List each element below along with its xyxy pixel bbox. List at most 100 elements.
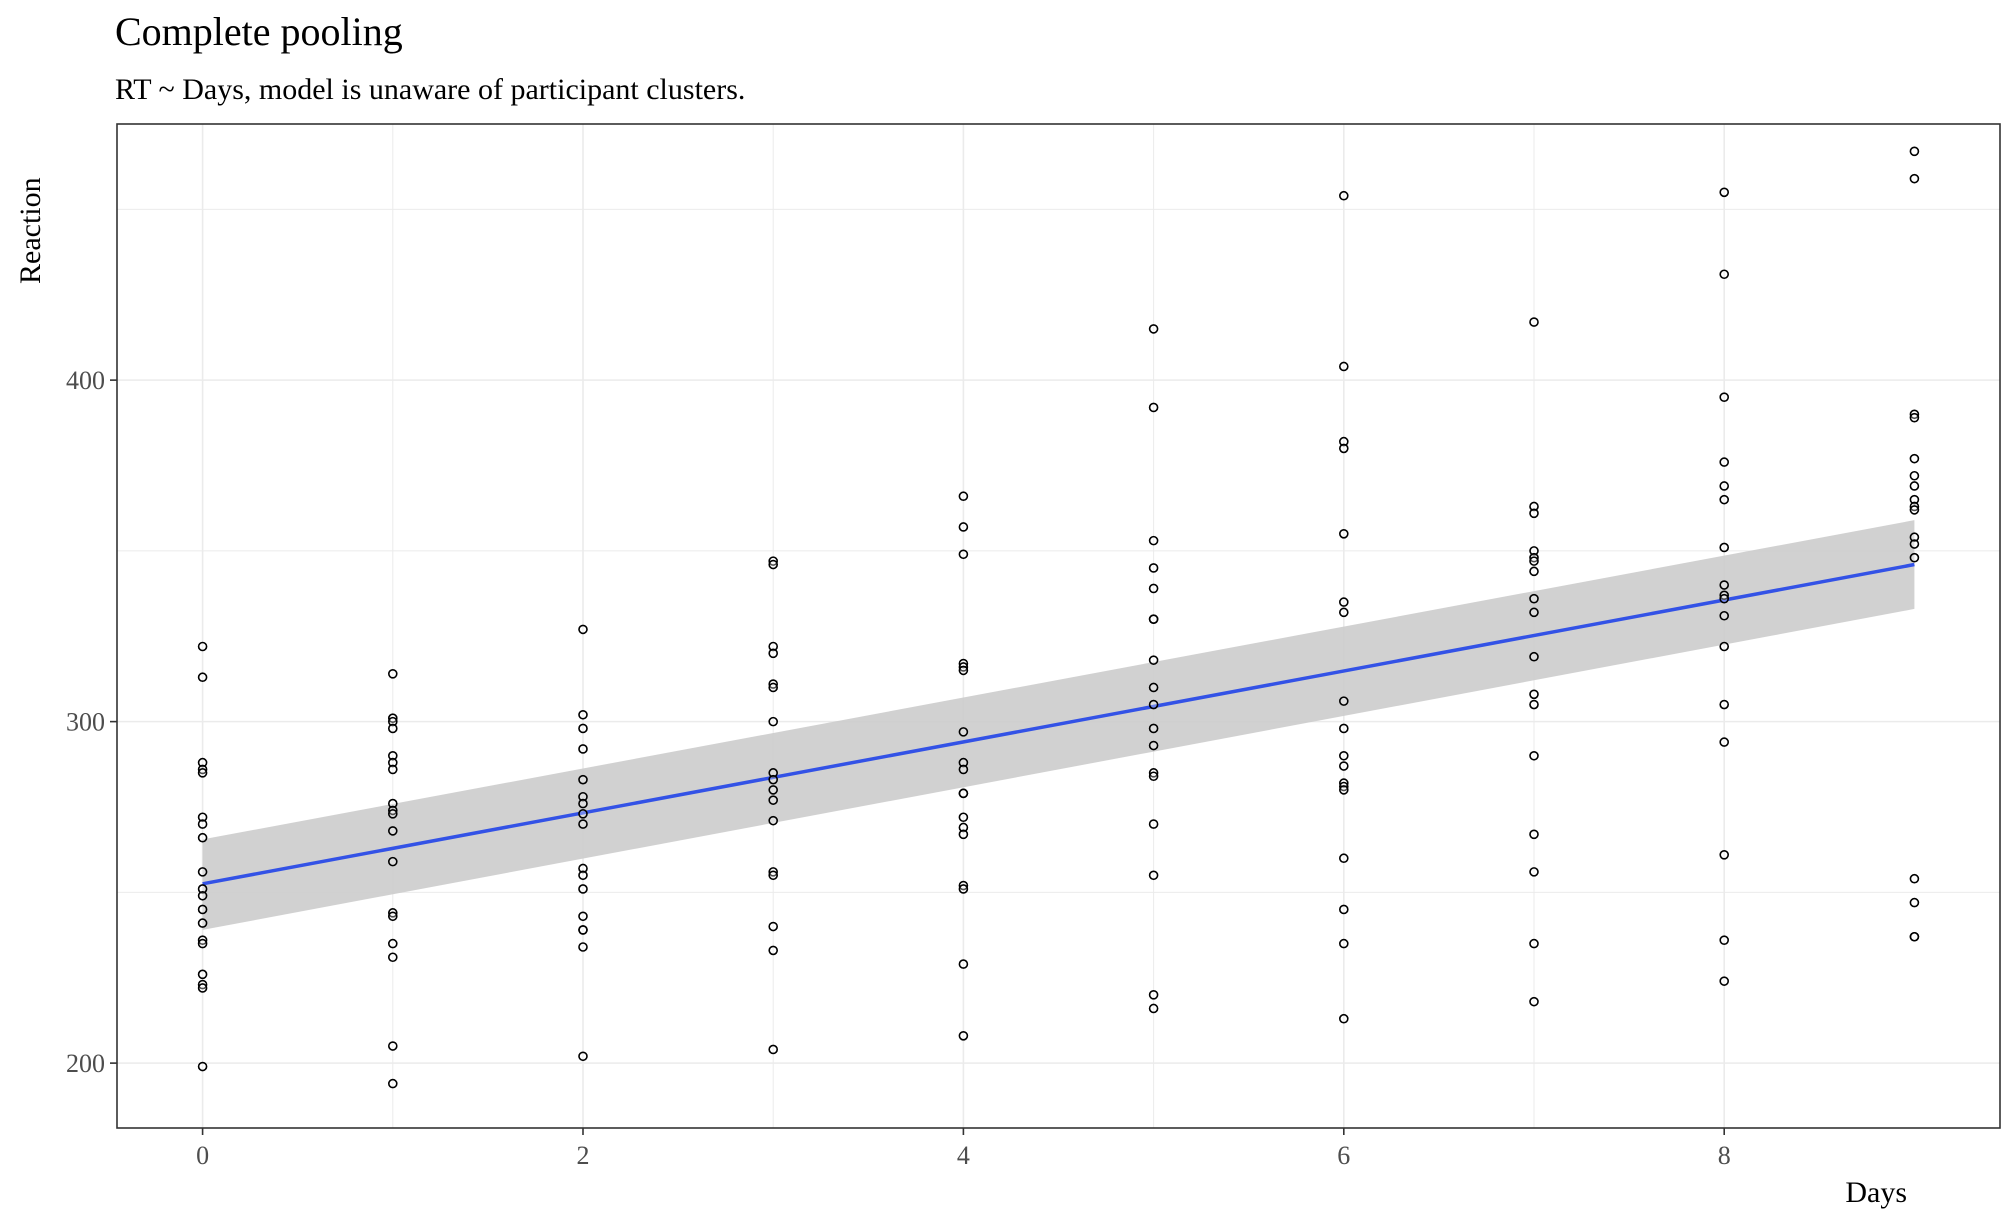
data-point — [1148, 535, 1159, 546]
data-point — [578, 723, 588, 734]
data-point — [578, 798, 588, 809]
data-point — [1148, 699, 1159, 710]
data-point — [197, 867, 208, 877]
data-point — [387, 911, 398, 922]
data-point — [578, 863, 588, 874]
data-point — [1909, 146, 1920, 157]
data-point — [1339, 190, 1349, 201]
data-point — [197, 768, 208, 778]
data-point — [1148, 563, 1159, 573]
data-point — [958, 764, 969, 775]
data-point — [387, 757, 398, 768]
data-point — [768, 774, 778, 785]
data-point — [387, 764, 398, 775]
data-point — [197, 983, 208, 993]
data-point — [1529, 317, 1539, 327]
data-point — [1909, 897, 1920, 908]
data-point — [1148, 870, 1159, 881]
data-point — [1909, 532, 1920, 543]
y-axis: 200 300 400 — [66, 366, 117, 1078]
data-point — [1339, 785, 1349, 795]
data-point — [1339, 696, 1349, 706]
data-point — [958, 829, 969, 840]
data-point — [1719, 457, 1730, 467]
data-point — [768, 716, 778, 727]
data-point — [387, 1041, 398, 1051]
data-point — [197, 757, 208, 768]
data-point — [1719, 580, 1730, 590]
data-point — [197, 969, 208, 980]
data-point — [1909, 552, 1920, 563]
data-point — [1719, 269, 1730, 280]
data-point — [1339, 723, 1349, 734]
data-point — [1909, 539, 1920, 549]
data-point — [387, 856, 398, 867]
data-point — [197, 890, 208, 901]
data-point — [768, 870, 778, 881]
y-axis-title: Reaction — [14, 177, 47, 284]
data-point — [1719, 641, 1730, 652]
chart-subtitle: RT ~ Days, model is unaware of participa… — [115, 73, 745, 106]
data-point — [1529, 699, 1539, 710]
data-point — [578, 1051, 588, 1062]
data-point — [1719, 850, 1730, 860]
data-point — [387, 716, 398, 727]
x-tick-label: 4 — [957, 1141, 970, 1170]
data-point — [1719, 481, 1730, 491]
data-point — [578, 884, 588, 894]
data-point — [578, 942, 588, 952]
data-point — [1529, 996, 1539, 1007]
data-point — [1909, 873, 1920, 884]
data-point — [578, 925, 588, 935]
data-point — [958, 959, 969, 969]
data-point — [1529, 689, 1539, 700]
data-point — [1529, 867, 1539, 877]
data-point — [197, 918, 208, 928]
data-point — [387, 952, 398, 963]
data-point — [1529, 750, 1539, 761]
panel-border — [116, 123, 2001, 1129]
data-point — [1909, 481, 1920, 491]
data-point — [1148, 819, 1159, 829]
data-point — [1909, 931, 1920, 942]
x-axis: 0 2 4 6 8 — [196, 1128, 1731, 1170]
data-point — [1339, 361, 1349, 372]
data-point — [387, 723, 398, 734]
data-point — [1148, 723, 1159, 734]
minor-gridlines — [117, 124, 2000, 1128]
data-point — [387, 938, 398, 949]
data-point — [958, 727, 969, 737]
data-point — [1529, 566, 1539, 577]
data-point — [387, 750, 398, 761]
data-point — [1339, 904, 1349, 915]
data-point — [387, 669, 398, 679]
data-point — [1148, 583, 1159, 594]
x-tick-label: 6 — [1337, 1141, 1350, 1170]
data-point — [197, 672, 208, 683]
data-point — [1148, 740, 1159, 751]
data-point — [387, 1078, 398, 1089]
data-point — [578, 819, 588, 829]
data-point — [1719, 935, 1730, 945]
y-tick-label: 200 — [66, 1049, 105, 1078]
data-point — [1529, 593, 1539, 604]
data-point — [1719, 542, 1730, 553]
y-tick-label: 400 — [66, 366, 105, 395]
data-point — [768, 795, 778, 805]
data-point — [958, 549, 969, 560]
data-point — [1339, 853, 1349, 864]
data-point — [958, 822, 969, 833]
regression-line — [202, 562, 1915, 886]
data-point — [1719, 737, 1730, 747]
data-point — [1719, 392, 1730, 402]
data-point — [1719, 699, 1730, 710]
data-point — [1339, 597, 1349, 607]
data-point — [578, 709, 588, 720]
data-point — [1719, 187, 1730, 198]
data-point — [768, 921, 778, 932]
data-point — [1339, 761, 1349, 771]
data-point — [1719, 593, 1730, 604]
data-point — [958, 522, 969, 532]
data-point — [1148, 771, 1159, 782]
